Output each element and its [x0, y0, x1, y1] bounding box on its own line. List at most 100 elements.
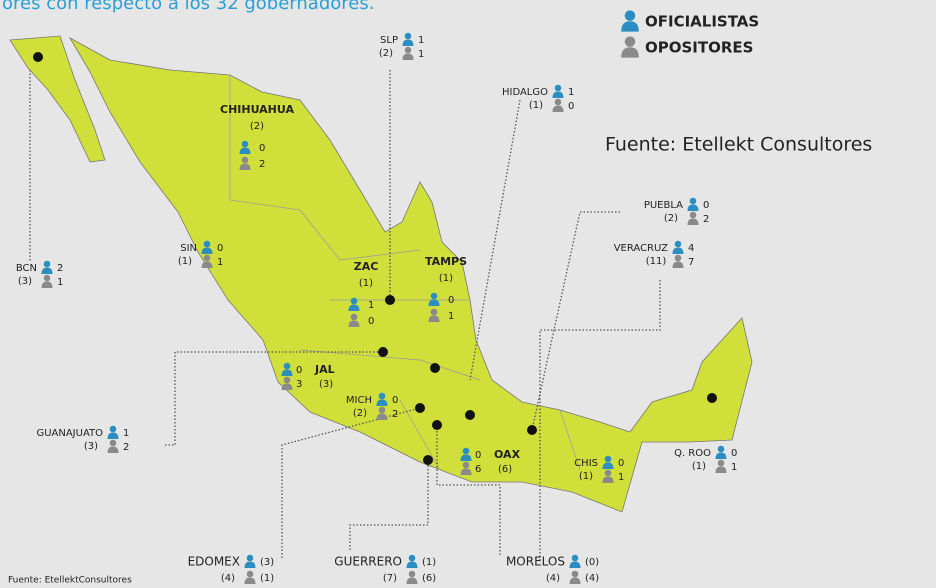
- state-label: CHIHUAHUA (2) 0 2: [220, 103, 294, 170]
- oficialistas-count: 0: [448, 295, 454, 306]
- person-icon: [376, 406, 388, 420]
- person-icon: [107, 425, 119, 439]
- icon-head: [604, 469, 612, 477]
- state-total: (7): [383, 573, 397, 584]
- state-total: (4): [546, 573, 560, 584]
- person-icon: [402, 46, 414, 60]
- person-icon: [201, 240, 213, 254]
- icon-body: [402, 53, 414, 60]
- opositores-count: 6: [475, 464, 481, 475]
- oficialistas-count: 1: [568, 87, 574, 98]
- state-label: PUEBLA (2) 0 2: [644, 200, 710, 225]
- state-label: CHIS (1) 0 1: [574, 458, 624, 483]
- state-label: VERACRUZ (11) 4 7: [614, 243, 695, 268]
- icon-head: [554, 98, 562, 106]
- icon-body: [107, 432, 119, 439]
- person-icon: [376, 392, 388, 406]
- state-total: (2): [664, 213, 678, 224]
- person-icon: [281, 362, 293, 376]
- person-icon: [687, 211, 699, 225]
- icon-head: [554, 84, 562, 92]
- person-icon: [402, 32, 414, 46]
- icon-body: [621, 21, 639, 32]
- state-label: EDOMEX (4) (3) (1): [188, 555, 275, 585]
- person-icon: [201, 254, 213, 268]
- oficialistas-count: 0: [259, 143, 265, 154]
- state-total: (3): [18, 276, 32, 287]
- person-icon: [428, 308, 440, 322]
- icon-head: [246, 570, 254, 578]
- state-total: (1): [439, 273, 453, 284]
- icon-head: [717, 445, 725, 453]
- person-icon: [460, 447, 472, 461]
- icon-head: [241, 140, 249, 148]
- opositores-count: 1: [418, 49, 424, 60]
- state-name: Q. ROO: [674, 448, 711, 459]
- state-name: TAMPS: [425, 255, 467, 268]
- icon-body: [672, 247, 684, 254]
- icon-body: [376, 399, 388, 406]
- icon-body: [402, 39, 414, 46]
- state-name: SIN: [180, 243, 197, 254]
- icon-head: [430, 308, 438, 316]
- icon-head: [203, 240, 211, 248]
- state-total: (1): [178, 256, 192, 267]
- person-icon: [244, 570, 256, 584]
- person-icon: [621, 10, 639, 32]
- oficialistas-count: 0: [475, 450, 481, 461]
- title: ores con respecto a los 32 gobernadores.: [2, 0, 374, 14]
- icon-head: [689, 197, 697, 205]
- oficialistas-count: 0: [731, 448, 737, 459]
- opositores-count: 2: [703, 214, 709, 225]
- state-name: MORELOS: [506, 555, 565, 569]
- icon-head: [283, 362, 291, 370]
- icon-head: [462, 447, 470, 455]
- state-label: ZAC (1) 1 0: [354, 260, 379, 327]
- state-total: (3): [319, 379, 333, 390]
- source: Fuente: Etellekt Consultores: [605, 134, 872, 156]
- state-name: GUERRERO: [334, 555, 402, 569]
- state-label: TAMPS (1) 0 1: [425, 255, 467, 322]
- state-total: (2): [353, 408, 367, 419]
- icon-body: [569, 577, 581, 584]
- icon-head: [430, 292, 438, 300]
- icon-body: [715, 452, 727, 459]
- opositores-count: 0: [568, 101, 574, 112]
- oficialistas-count: 2: [57, 263, 63, 274]
- state-total: (1): [692, 461, 706, 472]
- icon-body: [602, 462, 614, 469]
- state-total: (11): [646, 256, 667, 267]
- oficialistas-count: 0: [703, 200, 709, 211]
- opositores-count: (1): [260, 573, 274, 584]
- icon-head: [571, 570, 579, 578]
- icon-body: [239, 163, 251, 170]
- icon-body: [348, 320, 360, 327]
- person-icon: [239, 156, 251, 170]
- state-total: (6): [498, 464, 512, 475]
- icon-body: [239, 147, 251, 154]
- icon-head: [408, 554, 416, 562]
- icon-head: [404, 32, 412, 40]
- person-icon: [41, 274, 53, 288]
- state-name: EDOMEX: [188, 555, 240, 569]
- opositores-count: (6): [422, 573, 436, 584]
- oficialistas-count: (0): [585, 557, 599, 568]
- opositores-count: 1: [217, 257, 223, 268]
- icon-body: [460, 468, 472, 475]
- person-icon: [41, 260, 53, 274]
- icon-head: [246, 554, 254, 562]
- state-label: Q. ROO (1) 0 1: [674, 448, 737, 473]
- state-total: (4): [221, 573, 235, 584]
- icon-body: [672, 261, 684, 268]
- icon-body: [107, 446, 119, 453]
- icon-body: [281, 369, 293, 376]
- person-icon: [281, 376, 293, 390]
- icon-head: [109, 425, 117, 433]
- icon-body: [621, 47, 639, 58]
- icon-head: [404, 46, 412, 54]
- icon-body: [552, 105, 564, 112]
- icon-head: [674, 240, 682, 248]
- person-icon: [569, 570, 581, 584]
- icon-body: [281, 383, 293, 390]
- oficialistas-count: 0: [392, 395, 398, 406]
